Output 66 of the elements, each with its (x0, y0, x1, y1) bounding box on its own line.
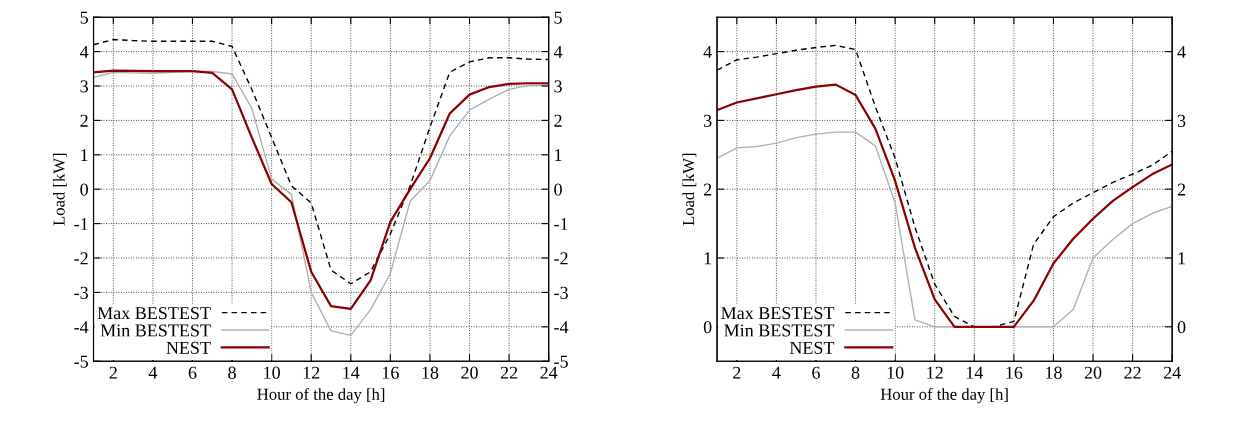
y-tick-label: 2 (703, 183, 712, 196)
y2-tick-label: 3 (554, 80, 562, 93)
y-tick-label: -3 (74, 286, 88, 299)
y2-tick-label: -3 (554, 286, 568, 299)
x-tick-label: 24 (540, 366, 558, 379)
x-tick-label: 6 (188, 366, 197, 379)
x-tick-label: 18 (1046, 366, 1062, 379)
x-tick-label: 12 (927, 366, 943, 379)
x-tick-label: 20 (461, 366, 478, 379)
y-tick-label: -1 (74, 217, 88, 230)
y2-tick-label: 4 (1177, 45, 1186, 58)
x-tick-label: 4 (772, 366, 781, 379)
legend-label: Max BESTEST (97, 307, 211, 320)
legend-label: Max BESTEST (721, 307, 835, 320)
x-tick-label: 16 (1006, 366, 1023, 379)
y2-tick-label: 0 (554, 183, 562, 196)
y-tick-label: 5 (80, 11, 88, 24)
y2-tick-label: -2 (554, 252, 568, 265)
legend-label: Min BESTEST (100, 324, 211, 337)
y-tick-label: 3 (80, 80, 88, 93)
y-axis-title: Load [kW] (682, 153, 697, 226)
y2-tick-label: 5 (554, 11, 562, 24)
x-tick-label: 16 (382, 366, 399, 379)
y-tick-label: 2 (80, 114, 88, 127)
x-axis-title: Hour of the day [h] (257, 387, 385, 404)
x-tick-label: 12 (303, 366, 320, 379)
y-tick-label: 1 (704, 252, 712, 265)
y2-tick-label: 4 (553, 45, 563, 58)
y2-tick-label: 1 (1178, 252, 1185, 265)
y-tick-label: -4 (74, 321, 89, 334)
x-axis-title: Hour of the day [h] (880, 387, 1008, 404)
y-tick-label: -5 (74, 355, 88, 368)
y-tick-label: 3 (704, 114, 712, 127)
y2-tick-label: -1 (554, 217, 568, 230)
y-tick-label: 0 (80, 183, 88, 196)
x-tick-label: 10 (887, 366, 904, 379)
y-tick-label: -2 (74, 252, 88, 265)
x-tick-label: 2 (733, 366, 741, 379)
x-tick-label: 14 (966, 366, 984, 379)
x-tick-label: 14 (343, 366, 360, 379)
y2-tick-label: 2 (1177, 183, 1186, 196)
y-tick-label: 0 (703, 321, 712, 334)
x-tick-label: 18 (422, 366, 439, 379)
y2-tick-label: 1 (555, 149, 562, 162)
x-tick-label: 8 (228, 366, 236, 379)
y2-tick-label: 2 (554, 114, 562, 127)
y-tick-label: 4 (703, 45, 712, 58)
x-tick-label: 24 (1163, 366, 1181, 379)
y2-tick-label: 0 (1177, 321, 1186, 334)
y-tick-label: 1 (81, 149, 88, 162)
y2-tick-label: -5 (554, 355, 568, 368)
y2-tick-label: 3 (1177, 114, 1186, 127)
x-tick-label: 6 (812, 366, 820, 379)
legend-label: NEST (789, 341, 835, 354)
y2-tick-label: -4 (554, 321, 569, 334)
y-tick-label: 4 (79, 45, 89, 58)
x-tick-label: 8 (851, 366, 860, 379)
x-tick-label: 22 (1124, 366, 1141, 379)
x-tick-label: 22 (500, 366, 518, 379)
x-tick-label: 10 (264, 366, 280, 379)
x-tick-label: 20 (1084, 366, 1102, 379)
legend-label: Min BESTEST (724, 324, 835, 337)
x-tick-label: 4 (148, 366, 158, 379)
x-tick-label: 2 (109, 366, 117, 379)
legend-label: NEST (166, 341, 211, 354)
y-axis-title: Load [kW] (52, 153, 67, 226)
